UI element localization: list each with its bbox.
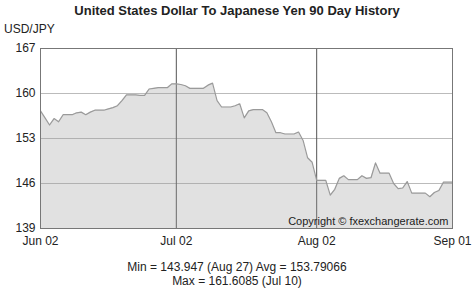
svg-text:Jun 02: Jun 02 [22,234,58,248]
html-text:Max = 161.6085 (Jul 10): Max = 161.6085 (Jul 10) [172,274,302,288]
svg-text:Aug 02: Aug 02 [298,234,336,248]
svg-text:160: 160 [15,86,35,100]
html-text:Min = 143.947 (Aug 27) Avg = 1: Min = 143.947 (Aug 27) Avg = 153.79066 [127,260,347,274]
svg-text:153: 153 [15,131,35,145]
svg-text:Jul 02: Jul 02 [160,234,192,248]
svg-text:Copyright © fxexchangerate.com: Copyright © fxexchangerate.com [288,215,448,227]
html-text:USD/JPY: USD/JPY [4,22,55,36]
svg-text:167: 167 [15,41,35,55]
html-text:United States Dollar To Japane: United States Dollar To Japanese Yen 90 … [74,3,400,18]
svg-text:146: 146 [15,176,35,190]
svg-text:139: 139 [15,221,36,236]
svg-text:Sep 01: Sep 01 [433,234,471,248]
